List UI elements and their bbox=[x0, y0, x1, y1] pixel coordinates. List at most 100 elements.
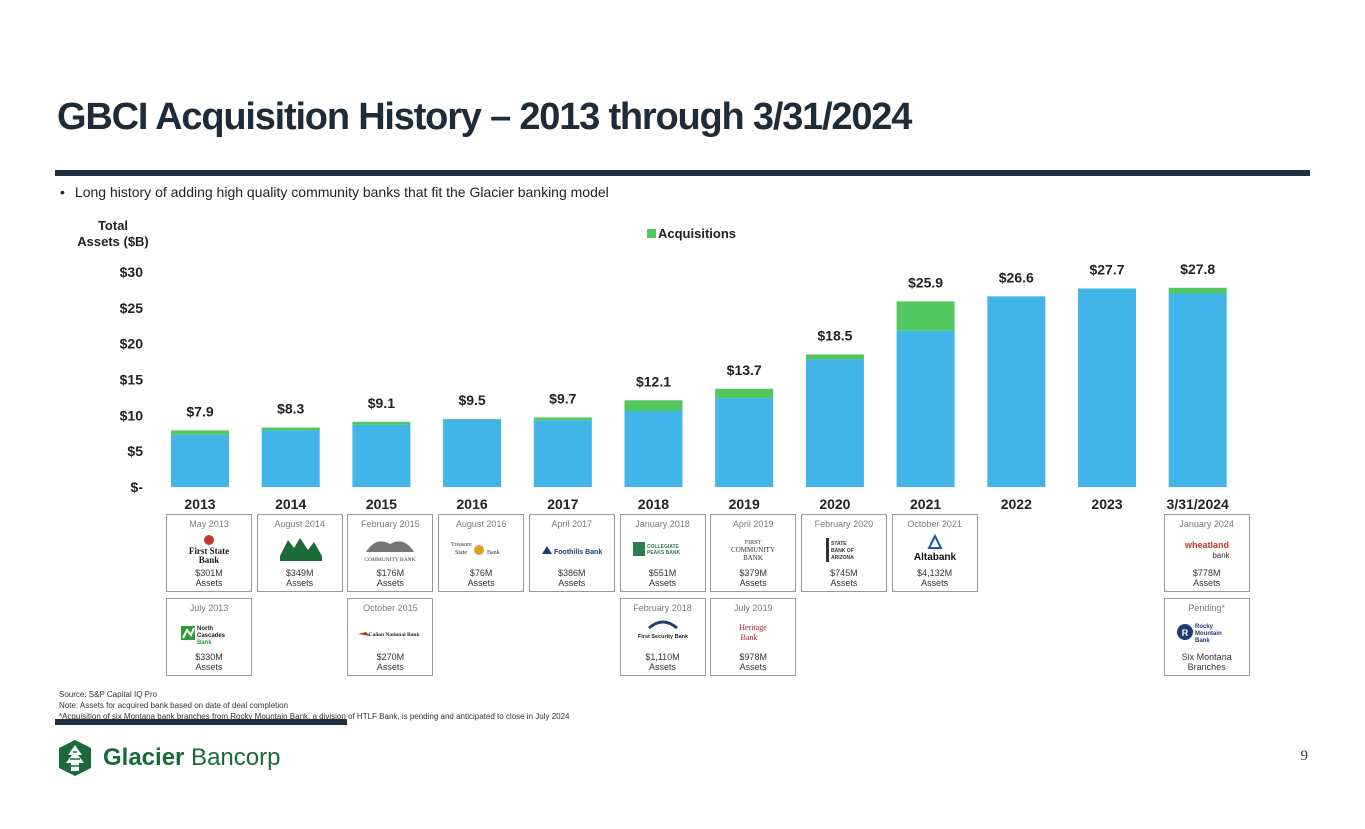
acquisition-card: August 2014 NATIONAL BANK $349M Assets bbox=[256, 514, 343, 592]
bar-acquisitions bbox=[1168, 287, 1227, 294]
state-bank-arizona-logo: STATE BANK OF ARIZONA bbox=[808, 533, 880, 565]
svg-text:First State: First State bbox=[189, 546, 229, 556]
bar-acquisitions bbox=[896, 301, 955, 331]
data-label: $9.7 bbox=[549, 390, 576, 406]
x-tick-label: 2016 bbox=[457, 496, 488, 512]
bar-organic bbox=[261, 430, 320, 487]
treasure-state-bank-logo: Treasure State Bank bbox=[445, 533, 517, 565]
bar-organic bbox=[715, 398, 774, 487]
bar-organic bbox=[352, 424, 411, 487]
title-divider bbox=[55, 170, 1310, 176]
assets-word: Assets bbox=[558, 578, 586, 588]
svg-text:Bank: Bank bbox=[741, 633, 758, 642]
x-tick-label: 2014 bbox=[275, 496, 306, 512]
assets-value: Six Montana bbox=[1181, 652, 1232, 662]
bar-organic bbox=[171, 434, 229, 487]
footnote-note: Note: Assets for acquired bank based on … bbox=[59, 701, 289, 710]
svg-text:bank: bank bbox=[1212, 551, 1230, 560]
data-label: $12.1 bbox=[636, 373, 671, 389]
acquisition-card: April 2019 FIRST COMMUNITY BANK $379M Assets bbox=[710, 514, 797, 592]
assets-word: Assets bbox=[648, 578, 676, 588]
brand-name-bold: Glacier bbox=[103, 744, 185, 771]
assets-word: Assets bbox=[195, 578, 223, 588]
acquisition-assets: $745M Assets bbox=[802, 568, 886, 588]
acquisition-assets: $349M Assets bbox=[258, 568, 342, 588]
acquisition-date: February 2018 bbox=[633, 603, 692, 613]
assets-word: Assets bbox=[739, 662, 767, 672]
assets-value: $379M bbox=[739, 568, 767, 578]
community-bank-logo: COMMUNITY BANK bbox=[354, 533, 426, 565]
assets-value: $978M bbox=[739, 652, 767, 662]
bar-acquisitions bbox=[352, 421, 411, 425]
svg-text:Cascades: Cascades bbox=[197, 633, 226, 639]
assets-value: $349M bbox=[285, 568, 314, 578]
first-security-bank-logo: First Security Bank bbox=[627, 617, 699, 649]
acquisition-date: May 2013 bbox=[189, 519, 229, 529]
rocky-mountain-bank-logo: R Rocky Mountain Bank bbox=[1171, 617, 1243, 649]
data-label: $27.8 bbox=[1180, 261, 1215, 277]
svg-text:Altabank: Altabank bbox=[913, 552, 956, 563]
svg-text:BANK: BANK bbox=[743, 554, 763, 562]
y-axis-title-line1: Total bbox=[98, 218, 128, 233]
assets-word: Assets bbox=[648, 662, 676, 672]
data-label: $9.1 bbox=[368, 395, 395, 411]
bar-organic bbox=[443, 419, 502, 487]
svg-text:Mountain: Mountain bbox=[1195, 631, 1222, 637]
acquisition-assets: $778M Assets bbox=[1165, 568, 1249, 588]
acquisition-assets: $4,132M Assets bbox=[893, 568, 977, 588]
svg-text:Rocky: Rocky bbox=[1195, 624, 1214, 630]
acquisition-card: October 2015 Cañon National Bank $270M Asse… bbox=[347, 598, 434, 676]
svg-text:Bank: Bank bbox=[487, 550, 500, 556]
assets-word: Assets bbox=[1193, 578, 1221, 588]
acquisition-date: February 2020 bbox=[814, 519, 874, 529]
x-tick-label: 3/31/2024 bbox=[1167, 496, 1229, 512]
acquisition-assets: $386M Assets bbox=[530, 568, 614, 588]
assets-value: $4,132M bbox=[917, 568, 953, 578]
y-tick-label: $- bbox=[131, 479, 144, 495]
acquisition-card: January 2024 wheatland bank $778M Assets bbox=[1163, 514, 1250, 592]
svg-text:wheatland: wheatland bbox=[1184, 540, 1229, 550]
svg-text:COLLEGIATE: COLLEGIATE bbox=[647, 544, 680, 550]
x-tick-label: 2022 bbox=[1001, 496, 1032, 512]
assets-value: $551M bbox=[648, 568, 677, 578]
assets-word: Assets bbox=[921, 578, 949, 588]
acquisition-date: February 2015 bbox=[361, 519, 420, 529]
footnote-divider bbox=[55, 719, 347, 725]
x-tick-label: 2023 bbox=[1091, 496, 1122, 512]
svg-text:Bank: Bank bbox=[199, 555, 220, 565]
collegiate-peaks-bank-logo: COLLEGIATE PEAKS BANK bbox=[627, 533, 699, 565]
first-community-bank-logo: FIRST COMMUNITY BANK bbox=[717, 533, 789, 565]
glacier-mountain-icon bbox=[59, 740, 91, 776]
assets-word: Assets bbox=[830, 578, 858, 588]
svg-text:Heritage: Heritage bbox=[739, 623, 767, 632]
data-label: $9.5 bbox=[458, 392, 485, 408]
assets-word: Assets bbox=[739, 578, 767, 588]
acquisition-date: August 2014 bbox=[274, 519, 325, 529]
altabank-logo: Altabank bbox=[899, 533, 971, 565]
assets-value: $745M bbox=[830, 568, 858, 578]
acquisition-assets: Six Montana Branches bbox=[1165, 652, 1249, 672]
x-tick-label: 2013 bbox=[184, 496, 215, 512]
x-tick-label: 2019 bbox=[729, 496, 760, 512]
acquisition-date: July 2013 bbox=[189, 603, 229, 613]
assets-value: $330M bbox=[195, 652, 223, 662]
acquisition-date: July 2019 bbox=[733, 603, 773, 613]
brand-name: Glacier Bancorp bbox=[103, 744, 280, 772]
x-tick-label: 2015 bbox=[366, 496, 397, 512]
x-tick-label: 2017 bbox=[547, 496, 578, 512]
svg-text:FIRST: FIRST bbox=[745, 540, 762, 546]
acquisition-card: July 2013 North Cascades Bank $330M Assets bbox=[166, 598, 252, 676]
bar-organic bbox=[896, 330, 955, 487]
page-number: 9 bbox=[1300, 748, 1309, 764]
svg-text:COMMUNITY BANK: COMMUNITY BANK bbox=[365, 557, 416, 563]
acquisition-date: August 2016 bbox=[455, 519, 507, 529]
footnotes: Source: S&P Capital IQ Pro Note: Assets … bbox=[59, 689, 570, 722]
national-bank-logo: NATIONAL BANK bbox=[264, 533, 336, 565]
assets-value: $778M bbox=[1192, 568, 1221, 578]
data-label: $25.9 bbox=[908, 274, 943, 290]
acquisition-assets: $330M Assets bbox=[167, 652, 251, 672]
bar-acquisitions bbox=[171, 430, 229, 435]
assets-value: $76M bbox=[469, 568, 493, 578]
bar-acquisitions bbox=[805, 354, 864, 360]
bar-organic bbox=[1078, 288, 1136, 487]
